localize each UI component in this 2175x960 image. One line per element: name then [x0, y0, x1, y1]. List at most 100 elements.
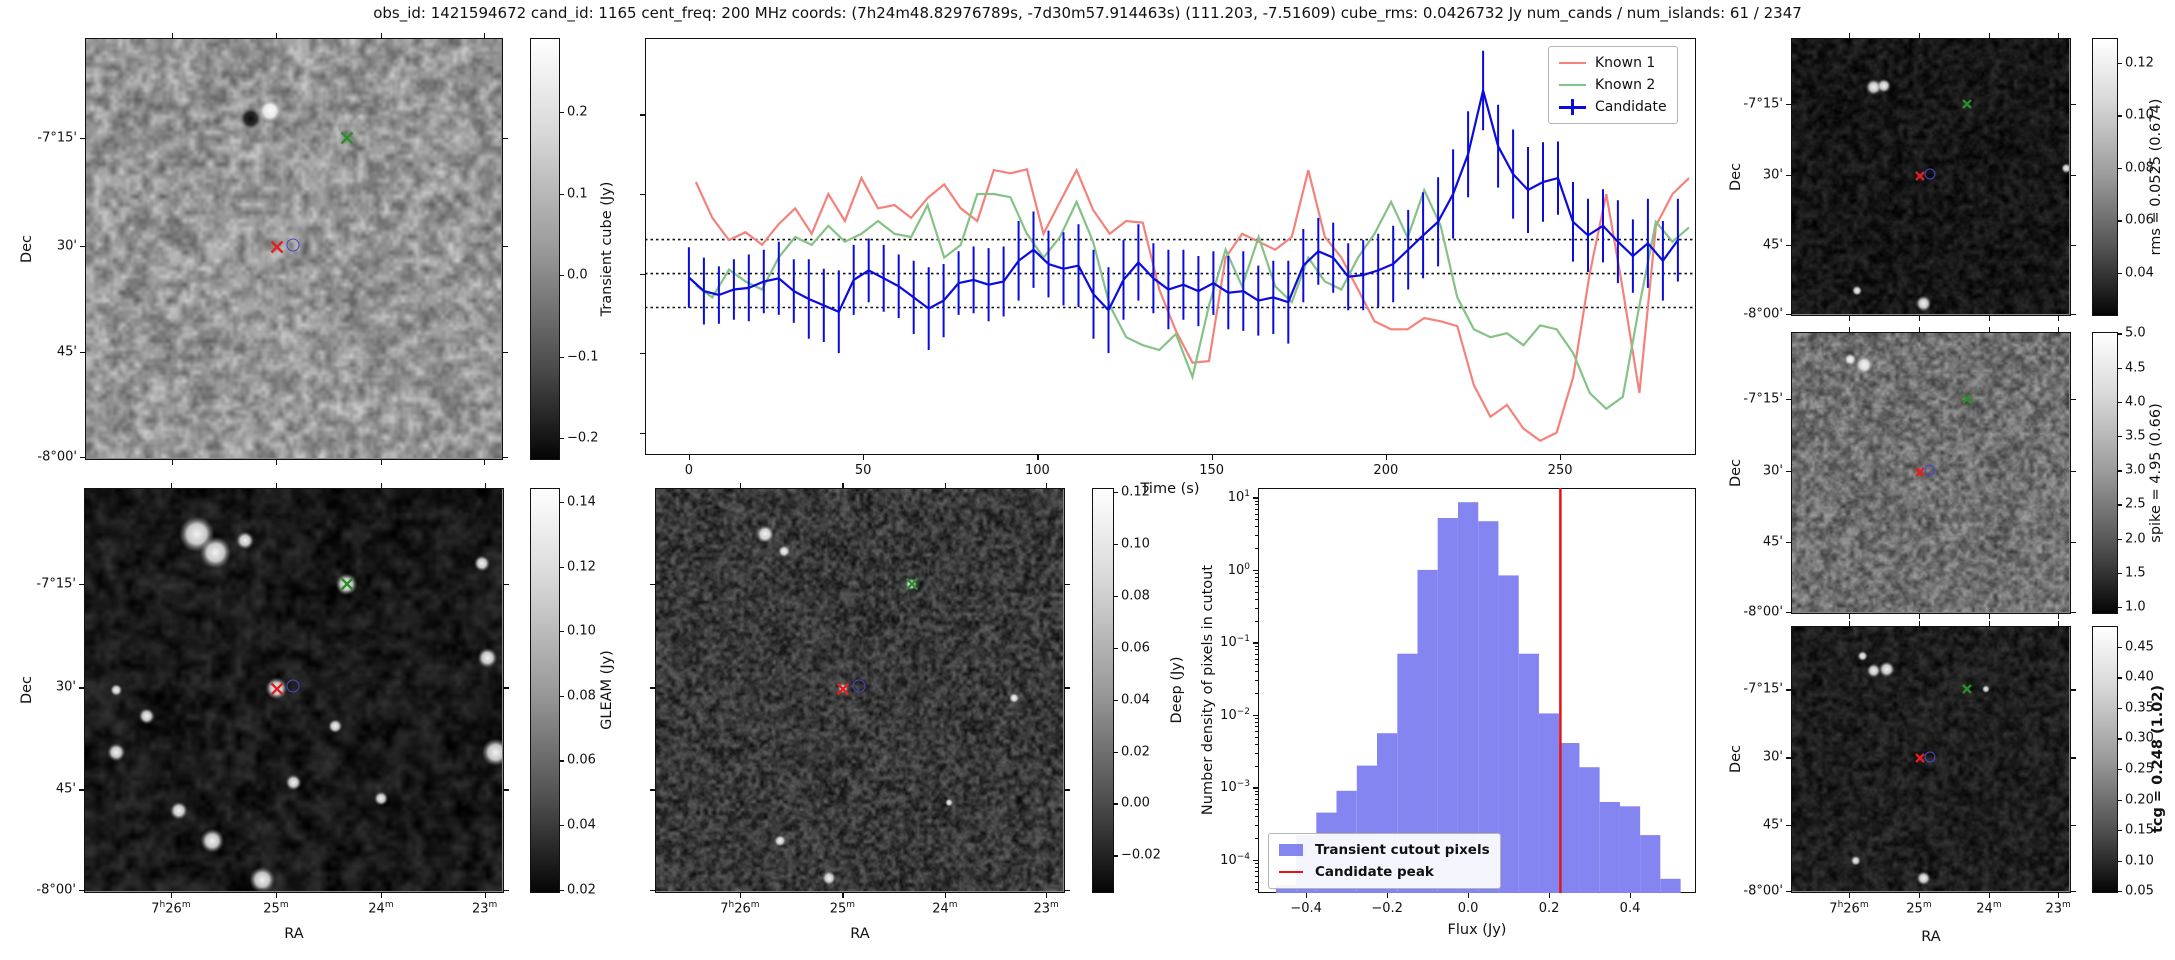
- hist-y-minor-tick: [1255, 888, 1258, 890]
- gleam-colorbar: [530, 488, 560, 893]
- ra-tick: [2058, 33, 2060, 38]
- dec-tick-label: 45': [55, 781, 76, 797]
- dec-tick: [1786, 244, 1791, 247]
- colorbar-tick-label: 0.02: [567, 882, 596, 898]
- ra-tick: [484, 893, 486, 898]
- legend-label: Candidate: [1595, 99, 1667, 115]
- deep-noise-image: [656, 489, 1063, 891]
- colorbar-tick: [560, 193, 564, 195]
- hist-y-minor-tick: [1255, 526, 1258, 528]
- tcg-cutout-image: [1791, 626, 2071, 893]
- colorbar-tick-label: 0.1: [567, 186, 588, 202]
- colorbar-tick-label: 0.2: [567, 104, 588, 120]
- hist-x-tick: [1549, 893, 1551, 898]
- spike-cutout-image: [1791, 332, 2071, 614]
- ra-tick-label: 23m: [472, 900, 498, 917]
- ra-tick: [2058, 614, 2060, 619]
- ra-tick: [276, 460, 278, 465]
- hist-y-tick: [1253, 497, 1258, 499]
- dec-axis-label: Dec: [1728, 744, 1744, 774]
- ra-tick-label: 7h26m: [151, 900, 191, 917]
- colorbar-tick: [1114, 647, 1118, 649]
- transient-colorbar-label: Transient cube (Jy): [599, 181, 615, 317]
- hist-x-tick-label: 0.0: [1457, 901, 1479, 916]
- dec-tick: [1786, 103, 1791, 106]
- colorbar-tick: [560, 275, 564, 277]
- dec-tick: [2071, 244, 2076, 247]
- legend-item-transient-cutout-pixels: Transient cutout pixels: [1279, 839, 1490, 861]
- ra-tick-label: 25m: [1906, 900, 1932, 917]
- hist-y-tick-label: 10−3: [1220, 779, 1250, 796]
- colorbar-tick-label: 0.04: [2125, 265, 2154, 281]
- dec-tick: [2071, 824, 2076, 826]
- hist-y-minor-tick: [1255, 876, 1258, 878]
- hist-x-tick: [1387, 893, 1389, 898]
- spike-noise-image: [1792, 333, 2069, 612]
- colorbar-tick: [560, 631, 564, 633]
- dec-tick: [79, 583, 84, 586]
- ra-tick: [380, 33, 382, 38]
- transient-noise-image: [86, 39, 501, 458]
- colorbar-tick-label: 0.30: [2125, 730, 2154, 746]
- dec-tick-label: 30': [1762, 167, 1783, 183]
- hist-y-minor-tick: [1255, 519, 1258, 521]
- ra-tick: [1848, 893, 1851, 898]
- dec-tick-label: 30': [1762, 749, 1783, 765]
- hist-y-minor-tick: [1255, 664, 1258, 666]
- colorbar-tick-label: 0.04: [1121, 692, 1150, 708]
- colorbar-tick: [2118, 504, 2122, 506]
- colorbar-tick-label: 0.08: [567, 688, 596, 704]
- colorbar-tick: [560, 695, 564, 698]
- deep-colorbar-label: Deep (Jy): [1169, 656, 1185, 724]
- ra-tick: [1046, 483, 1048, 488]
- dec-axis-label: Dec: [1728, 162, 1744, 192]
- ra-tick: [484, 483, 486, 488]
- colorbar-tick-label: 0.10: [2125, 853, 2154, 869]
- colorbar-tick-label: 3.0: [2125, 462, 2146, 478]
- hist-y-minor-tick: [1255, 721, 1258, 723]
- lc-y-tick: [640, 114, 645, 116]
- hist-y-minor-tick: [1255, 736, 1258, 738]
- ra-tick: [170, 893, 173, 898]
- ra-tick: [1988, 621, 1991, 626]
- hist-y-minor-tick: [1255, 752, 1258, 754]
- colorbar-tick-label: 1.0: [2125, 599, 2146, 615]
- ra-tick: [275, 893, 278, 898]
- colorbar-tick-label: 1.5: [2125, 565, 2146, 581]
- dec-tick: [1786, 541, 1791, 544]
- hist-y-tick-label: 101: [1227, 489, 1250, 506]
- dec-tick-label: -8°00': [36, 882, 76, 898]
- ra-tick: [1848, 33, 1851, 38]
- dec-tick: [80, 351, 85, 354]
- rms-cutout-image: [1791, 38, 2071, 316]
- colorbar-tick: [2118, 220, 2122, 222]
- series-known-1: [694, 167, 1690, 442]
- dec-tick-label: -7°15': [36, 576, 76, 592]
- lc-y-tick: [640, 193, 645, 196]
- ra-tick: [1848, 621, 1851, 626]
- dec-tick-label: 45': [1762, 817, 1783, 833]
- dec-tick: [2071, 541, 2076, 544]
- hist-y-tick-label: 10−1: [1220, 634, 1250, 651]
- ra-tick: [944, 483, 947, 488]
- rms-noise-image: [1792, 39, 2069, 314]
- colorbar-tick-label: 0.25: [2125, 761, 2154, 777]
- hist-y-tick: [1253, 642, 1258, 644]
- dec-tick: [1065, 789, 1070, 791]
- hist-x-tick-label: 0.2: [1538, 901, 1560, 916]
- colorbar-tick: [2118, 707, 2122, 710]
- hist-y-tick-label: 100: [1227, 561, 1250, 579]
- hist-y-minor-tick: [1255, 649, 1258, 651]
- colorbar-tick-label: 0.06: [2125, 212, 2154, 228]
- ra-tick: [1988, 327, 1991, 332]
- hist-y-minor-tick: [1255, 576, 1258, 578]
- ra-tick: [483, 33, 486, 38]
- spike-colorbar-label: spike = 4.95 (0.66): [2148, 403, 2164, 543]
- colorbar-tick: [2118, 607, 2122, 609]
- colorbar-tick-label: 0.08: [2125, 160, 2154, 176]
- lc-x-tick: [1037, 455, 1039, 460]
- colorbar-tick: [560, 356, 564, 358]
- colorbar-tick: [2118, 62, 2122, 65]
- hist-y-minor-tick: [1255, 581, 1258, 583]
- ra-tick: [1988, 893, 1991, 898]
